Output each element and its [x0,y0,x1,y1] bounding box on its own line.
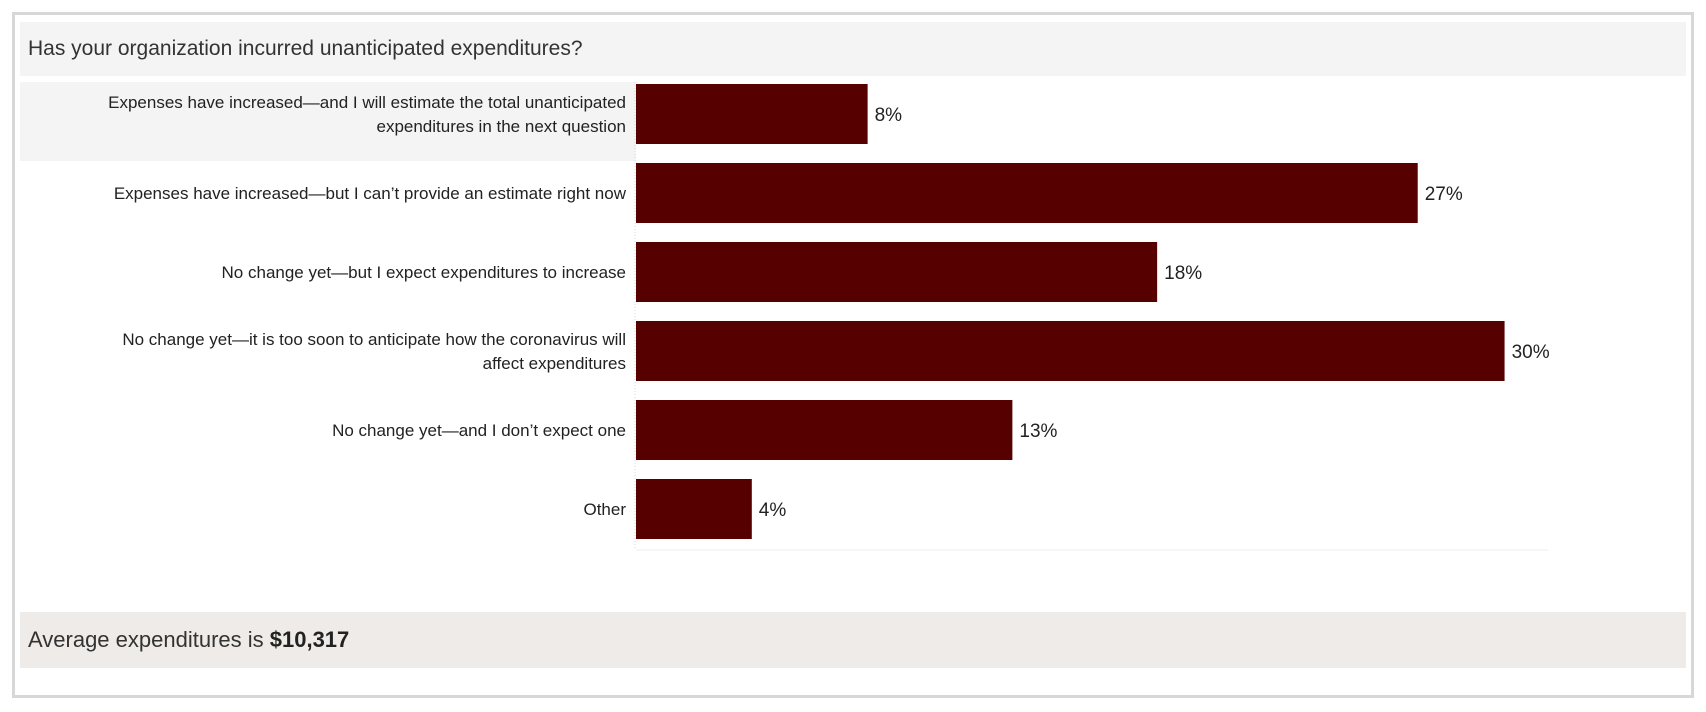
highlighted-row-background [20,82,636,161]
category-label-line: No change yet—and I don’t expect one [332,421,626,440]
bar-value-label: 18% [1164,263,1202,284]
bar-chart: 8% Expenses have increased—and I will est… [20,82,1686,598]
category-label-line: Expenses have increased—and I will estim… [108,93,626,112]
category-label-line: No change yet—but I expect expenditures … [222,263,626,282]
category-label: No change yet—and I don’t expect one [332,421,626,440]
bar[interactable] [636,479,752,539]
average-expenditures-summary: Average expenditures is $10,317 [20,612,1686,668]
bar[interactable] [636,163,1418,223]
category-label: No change yet—it is too soon to anticipa… [122,330,626,373]
bar-value-label: 13% [1019,421,1057,442]
bar-chart-svg: 8% Expenses have increased—and I will est… [20,82,1550,551]
bar-value-label: 27% [1425,184,1463,205]
category-label: No change yet—but I expect expenditures … [222,263,626,282]
category-label: Expenses have increased—but I can’t prov… [114,184,627,203]
category-label-line: Expenses have increased—but I can’t prov… [114,184,627,203]
category-label-line: Other [583,500,626,519]
category-label: Expenses have increased—and I will estim… [108,93,626,136]
bar[interactable] [636,84,868,144]
average-expenditures-prefix: Average expenditures is [28,627,270,652]
average-expenditures-amount: $10,317 [269,627,350,652]
chart-title: Has your organization incurred unanticip… [20,22,1686,76]
category-label-line: No change yet—it is too soon to anticipa… [122,330,626,349]
bar[interactable] [636,242,1158,302]
bar-value-label: 8% [875,105,903,126]
bar-value-label: 4% [759,500,787,521]
category-label-line: affect expenditures [483,354,626,373]
bar[interactable] [636,321,1505,381]
category-label-line: expenditures in the next question [376,117,626,136]
category-label: Other [583,500,626,519]
bar[interactable] [636,400,1013,460]
chart-title-text: Has your organization incurred unanticip… [28,37,583,60]
bar-value-label: 30% [1512,342,1550,363]
